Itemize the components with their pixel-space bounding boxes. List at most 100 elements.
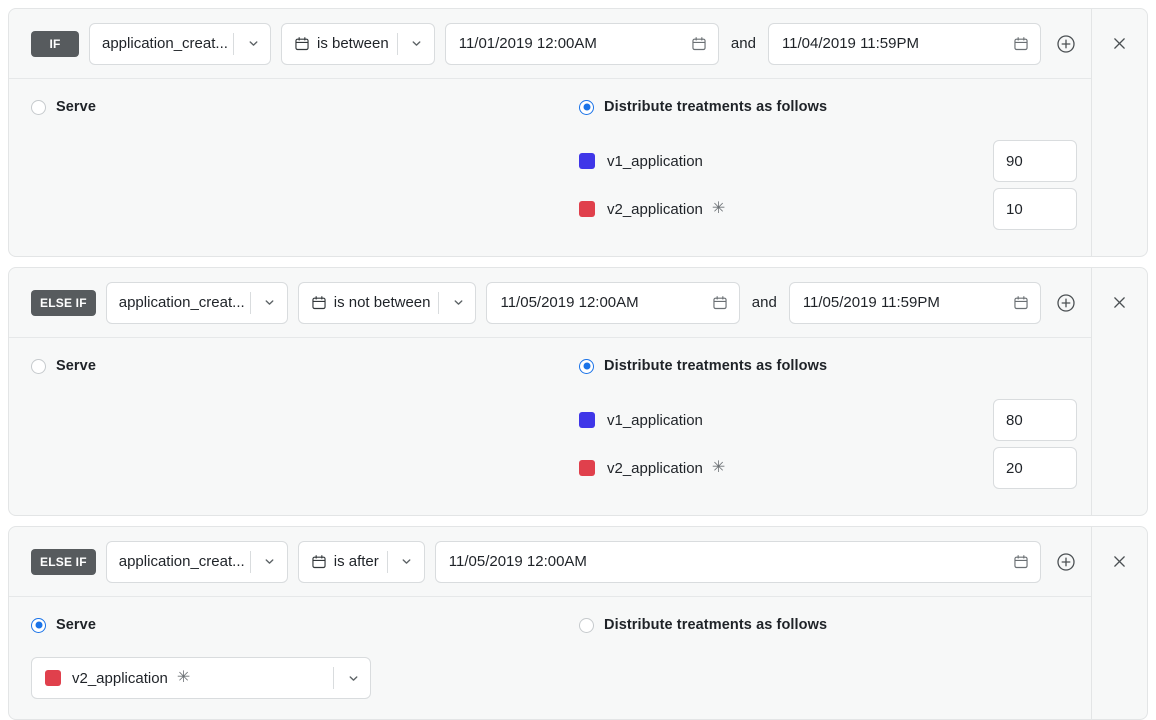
rule-aside — [1091, 268, 1147, 515]
operator-select[interactable]: is not between — [297, 281, 477, 324]
select-divider — [233, 32, 234, 55]
attribute-select-value: application_creat... — [102, 35, 228, 52]
treatment-name: v2_application — [607, 459, 703, 477]
add-condition-icon[interactable] — [1055, 292, 1077, 314]
serve-radio[interactable] — [31, 99, 46, 115]
calendar-icon[interactable] — [1013, 554, 1029, 570]
treatment-percent-input[interactable]: 80 — [993, 399, 1077, 441]
date-end-input[interactable]: 11/05/2019 11:59PM — [788, 281, 1041, 324]
treatment-list: v1_application 90 v2_application ✳ 10 — [579, 140, 1077, 230]
and-label: and — [730, 35, 756, 52]
treatment-color-swatch — [579, 201, 595, 217]
treatment-name: v1_application — [607, 152, 703, 170]
treatment-name: v2_application — [607, 200, 703, 218]
close-icon[interactable] — [1108, 290, 1132, 314]
calendar-icon — [311, 295, 327, 311]
condition-row: ELSE IF application_creat... — [9, 527, 1091, 597]
date-end-value: 11/05/2019 11:59PM — [802, 294, 940, 311]
chevron-down-icon[interactable] — [253, 296, 287, 309]
treatment-name: v1_application — [607, 411, 703, 429]
rule-main: ELSE IF application_creat... — [9, 268, 1091, 515]
serve-radio-option[interactable]: Serve — [31, 356, 579, 376]
attribute-select[interactable]: application_creat... — [105, 540, 288, 583]
distribute-column: Distribute treatments as follows v1_appl… — [579, 356, 1077, 495]
close-icon[interactable] — [1108, 31, 1132, 55]
select-divider — [249, 291, 251, 314]
serve-radio-option[interactable]: Serve — [31, 615, 579, 635]
distribute-column: Distribute treatments as follows v1_appl… — [579, 97, 1077, 236]
calendar-icon[interactable] — [1013, 295, 1029, 311]
default-treatment-icon: ✳ — [176, 669, 191, 686]
distribute-label: Distribute treatments as follows — [604, 99, 828, 115]
rule-body: Serve v2_application ✳ — [9, 597, 1091, 719]
distribute-label: Distribute treatments as follows — [604, 617, 828, 633]
operator-select[interactable]: is after — [297, 540, 425, 583]
calendar-icon[interactable] — [712, 295, 728, 311]
condition-row: IF application_creat... — [9, 9, 1091, 79]
treatment-color-swatch — [579, 153, 595, 169]
serve-column: Serve v2_application ✳ — [31, 615, 579, 699]
select-divider — [386, 550, 388, 573]
rule-card: ELSE IF application_creat... — [8, 267, 1148, 516]
chevron-down-icon[interactable] — [390, 555, 424, 568]
serve-label: Serve — [56, 99, 97, 115]
serve-column: Serve — [31, 97, 579, 236]
distribute-radio-option[interactable]: Distribute treatments as follows — [579, 356, 1077, 376]
treatment-percent-input[interactable]: 10 — [993, 188, 1077, 230]
serve-label: Serve — [56, 617, 97, 633]
distribute-radio[interactable] — [579, 358, 594, 374]
treatment-color-swatch — [45, 670, 61, 686]
rule-aside — [1091, 527, 1147, 719]
add-condition-icon[interactable] — [1055, 551, 1077, 573]
distribute-radio[interactable] — [579, 617, 594, 633]
chevron-down-icon[interactable] — [400, 37, 434, 50]
distribute-radio-option[interactable]: Distribute treatments as follows — [579, 97, 1077, 117]
select-divider — [249, 550, 251, 573]
calendar-icon[interactable] — [1013, 36, 1029, 52]
operator-select[interactable]: is between — [281, 22, 435, 65]
date-start-input[interactable]: 11/05/2019 12:00AM — [486, 281, 740, 324]
chevron-down-icon[interactable] — [441, 296, 475, 309]
chevron-down-icon[interactable] — [336, 672, 370, 685]
rule-body: Serve Distribute treatments as follows v… — [9, 338, 1091, 515]
attribute-select[interactable]: application_creat... — [105, 281, 288, 324]
distribute-label: Distribute treatments as follows — [604, 358, 828, 374]
distribute-radio-option[interactable]: Distribute treatments as follows — [579, 615, 1077, 635]
served-treatment-select[interactable]: v2_application ✳ — [31, 657, 371, 699]
close-icon[interactable] — [1108, 549, 1132, 573]
and-label: and — [751, 294, 777, 311]
rule-keyword-badge: ELSE IF — [31, 289, 96, 316]
attribute-select-value: application_creat... — [118, 553, 245, 570]
select-divider — [438, 291, 440, 314]
serve-radio[interactable] — [31, 617, 46, 633]
rule-main: ELSE IF application_creat... — [9, 527, 1091, 719]
rule-keyword-badge: ELSE IF — [31, 548, 96, 575]
serve-radio[interactable] — [31, 358, 46, 374]
serve-radio-option[interactable]: Serve — [31, 97, 579, 117]
chevron-down-icon[interactable] — [253, 555, 287, 568]
attribute-select-value: application_creat... — [118, 294, 245, 311]
operator-select-value: is between — [317, 35, 389, 52]
chevron-down-icon[interactable] — [236, 37, 270, 50]
rule-main: IF application_creat... — [9, 9, 1091, 256]
rule-card: ELSE IF application_creat... — [8, 526, 1148, 720]
select-divider — [333, 667, 334, 689]
rule-aside — [1091, 9, 1147, 256]
add-condition-icon[interactable] — [1055, 33, 1077, 55]
treatment-list: v1_application 80 v2_application ✳ 20 — [579, 399, 1077, 489]
treatment-percent-input[interactable]: 20 — [993, 447, 1077, 489]
attribute-select[interactable]: application_creat... — [89, 22, 271, 65]
operator-select-value: is after — [333, 553, 379, 570]
treatment-color-swatch — [579, 460, 595, 476]
default-treatment-icon: ✳ — [711, 459, 726, 476]
treatment-percent-input[interactable]: 90 — [993, 140, 1077, 182]
date-start-input[interactable]: 11/05/2019 12:00AM — [434, 540, 1041, 583]
treatment-color-swatch — [579, 412, 595, 428]
date-end-value: 11/04/2019 11:59PM — [781, 35, 919, 52]
distribute-radio[interactable] — [579, 99, 594, 115]
date-end-input[interactable]: 11/04/2019 11:59PM — [767, 22, 1042, 65]
treatment-row: v2_application ✳ 10 — [579, 188, 1077, 230]
calendar-icon[interactable] — [691, 36, 707, 52]
date-start-input[interactable]: 11/01/2019 12:00AM — [444, 22, 719, 65]
